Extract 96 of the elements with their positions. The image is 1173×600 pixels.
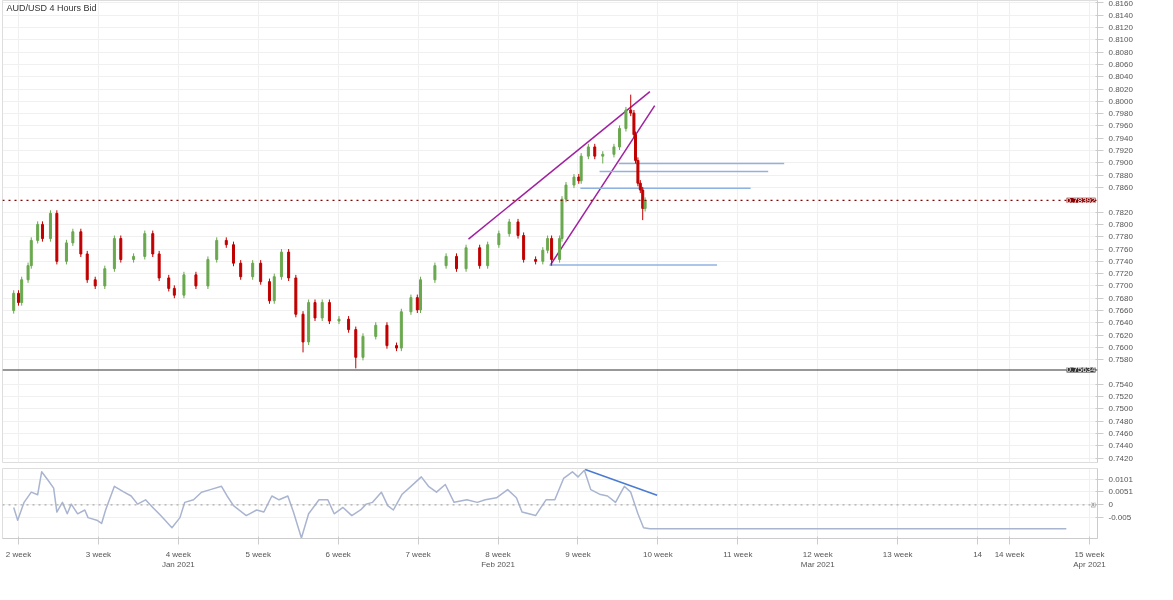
candlestick (267, 278, 271, 305)
y-tick-label: 0.7960 (1108, 121, 1134, 131)
y-tick-label: 0.8060 (1108, 59, 1134, 69)
x-tick-label: 15 week Apr 2021 (1073, 549, 1107, 570)
y-tick-label: 0.7520 (1108, 392, 1134, 402)
candlestick (79, 228, 83, 258)
y-tick-label: 0.7500 (1108, 404, 1134, 414)
x-tick-label: 11 week (723, 549, 754, 559)
candlestick (361, 332, 365, 361)
candlestick (337, 315, 341, 325)
y-tick-label: 0.7600 (1108, 342, 1134, 352)
y-tick-label: 0.8020 (1108, 84, 1134, 94)
x-tick-label: 2 week (5, 549, 33, 559)
x-tick-label: 14 (973, 549, 983, 559)
y-tick-label: 0.0051 (1108, 487, 1134, 497)
x-tick-label: 3 week (85, 549, 113, 559)
y-tick-label: 0.7920 (1108, 146, 1134, 156)
candlestick (272, 273, 276, 305)
y-tick-label: 0 (1108, 500, 1114, 510)
line-series (12, 469, 1068, 539)
x-tick-label: 10 week (643, 549, 674, 559)
y-tick-label: 0.0101 (1108, 474, 1134, 484)
ref-line-label: 0.75634 (1066, 365, 1097, 375)
x-tick-label: 8 week Feb 2021 (481, 549, 516, 570)
candlestick (239, 259, 243, 281)
y-tick-label: 0.7800 (1108, 219, 1134, 229)
x-tick-label: 9 week (565, 549, 592, 559)
y-tick-label: 0.8100 (1108, 35, 1134, 45)
y-tick-label: 0.7640 (1108, 318, 1134, 328)
candlestick (327, 298, 331, 325)
y-tick-label: 0.7780 (1108, 232, 1134, 242)
y-tick-label: 0.7860 (1108, 183, 1134, 193)
y-tick-label: 0.7440 (1108, 441, 1134, 451)
candlestick (251, 259, 255, 281)
candlestick (320, 298, 324, 322)
candlestick (151, 230, 155, 258)
candlestick (486, 241, 490, 270)
y-tick-label: 0.8120 (1108, 23, 1134, 33)
candlestick (119, 235, 123, 264)
candlestick (522, 231, 526, 264)
x-tick-label: 5 week (245, 549, 272, 559)
candlestick (143, 230, 147, 260)
candlestick (516, 218, 520, 240)
y-tick-label: 0.7720 (1108, 269, 1134, 279)
y-tick-label: 0.7580 (1108, 355, 1134, 365)
y-tick-label: 0.7820 (1108, 207, 1134, 217)
y-tick-label: 0.7760 (1108, 244, 1134, 254)
y-tick-label: 0.8080 (1108, 47, 1134, 57)
candlestick (433, 262, 437, 284)
y-tick-label: 0.8000 (1108, 96, 1134, 106)
candlestick (409, 294, 413, 316)
y-tick-label: 0.7680 (1108, 293, 1134, 303)
y-tick-label: 0.7540 (1108, 379, 1134, 389)
y-tick-label: 0.7660 (1108, 306, 1134, 316)
candlestick (157, 250, 161, 282)
x-tick-label: 7 week (405, 549, 432, 559)
candlestick (40, 220, 44, 243)
candlestick (259, 259, 263, 286)
y-tick-label: 0.7940 (1108, 133, 1134, 143)
y-tick-label: 0.7420 (1108, 453, 1134, 463)
y-tick-label: 0.8040 (1108, 72, 1134, 82)
x-tick-label: 13 week (882, 549, 914, 559)
candlestick (215, 236, 219, 264)
x-tick-label: 4 week Jan 2021 (161, 549, 196, 570)
y-tick-label: 0.7900 (1108, 158, 1134, 168)
candlestick (618, 124, 622, 151)
candlestick (103, 265, 107, 290)
candlestick (231, 241, 235, 267)
x-tick-label: 6 week (325, 549, 352, 559)
ref-line-label: 0 (1091, 500, 1097, 510)
candlestick (64, 239, 68, 265)
y-tick-label: 0.8140 (1108, 10, 1134, 20)
x-tick-label: 12 week Mar 2021 (800, 549, 836, 570)
y-tick-label: 0.8160 (1108, 0, 1134, 8)
candlestick (313, 298, 317, 322)
candlestick (478, 244, 482, 270)
x-tick-label: 14 week (994, 549, 1026, 559)
y-tick-label: 0.7740 (1108, 256, 1134, 266)
y-tick-label: 0.7980 (1108, 109, 1134, 119)
chart-title: AUD/USD 4 Hours Bid (6, 2, 97, 13)
y-tick-label: 0.7880 (1108, 170, 1134, 180)
candlestick (454, 252, 458, 273)
candlestick (385, 321, 389, 350)
y-tick-label: -0.005 (1108, 513, 1132, 523)
y-tick-label: 0.7480 (1108, 416, 1134, 426)
candlestick (624, 106, 628, 133)
candlestick (182, 271, 186, 299)
candlestick (12, 289, 16, 315)
ref-line-label: 0.78392 (1066, 195, 1097, 205)
y-tick-label: 0.7460 (1108, 429, 1134, 439)
y-tick-label: 0.7700 (1108, 281, 1134, 291)
y-tick-label: 0.7620 (1108, 330, 1134, 340)
candlestick (415, 294, 419, 314)
candlestick (550, 235, 554, 267)
candlestick (464, 244, 468, 273)
candlestick (36, 220, 40, 244)
